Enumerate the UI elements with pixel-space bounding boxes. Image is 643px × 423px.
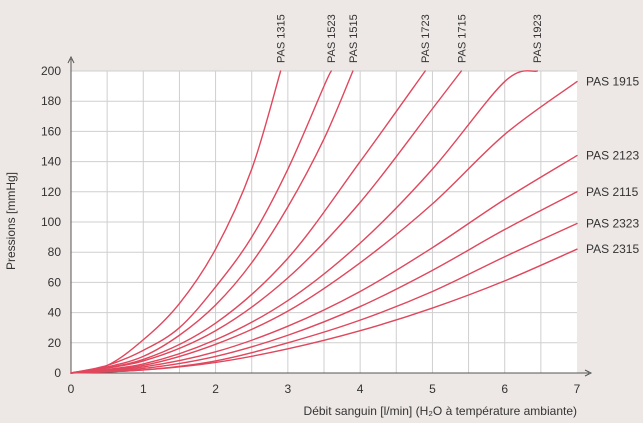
series-lines (70, 70, 578, 374)
series-line-pas-2115 (70, 191, 578, 374)
y-axis-label: Pressions [mmHg] (4, 172, 18, 270)
series-label-pas-1723: PAS 1723 (420, 14, 432, 63)
x-tick-label: 1 (140, 382, 147, 396)
y-tick-label: 20 (48, 336, 62, 350)
grid (71, 70, 577, 373)
series-label-pas-1523: PAS 1523 (326, 14, 338, 63)
series-line-pas-1515 (70, 70, 354, 374)
series-label-pas-2123: PAS 2123 (586, 149, 639, 163)
x-tick-label: 6 (501, 382, 508, 396)
series-line-pas-2123 (70, 154, 578, 374)
series-label-pas-1315: PAS 1315 (276, 14, 288, 63)
x-tick-labels: 0 1 2 3 4 5 6 7 (68, 382, 581, 396)
series-label-pas-1715: PAS 1715 (456, 14, 468, 63)
y-tick-label: 0 (54, 366, 61, 380)
y-tick-labels: 0 20 40 60 80 100 120 140 160 180 200 (41, 64, 61, 380)
y-tick-label: 40 (48, 306, 62, 320)
y-tick-label: 200 (41, 64, 61, 78)
series-line-pas-2315 (70, 248, 578, 374)
x-tick-label: 2 (212, 382, 219, 396)
x-tick-label: 5 (429, 382, 436, 396)
y-tick-label: 160 (41, 124, 61, 138)
series-label-pas-2115: PAS 2115 (586, 185, 639, 199)
series-labels: PAS 1315 PAS 1523 PAS 1515 PAS 1723 PAS 1715… (276, 14, 640, 256)
series-line-pas-1923 (70, 70, 538, 374)
axes (67, 55, 593, 377)
series-label-pas-1923: PAS 1923 (532, 14, 544, 63)
x-tick-label: 3 (285, 382, 292, 396)
y-tick-label: 60 (48, 275, 62, 289)
series-line-pas-1915 (70, 80, 578, 374)
series-label-pas-1915: PAS 1915 (586, 75, 639, 89)
series-line-pas-1723 (70, 70, 426, 374)
series-label-pas-1515: PAS 1515 (348, 14, 360, 63)
series-line-pas-1523 (70, 70, 332, 374)
series-label-pas-2323: PAS 2323 (586, 217, 639, 231)
x-axis-arrow (584, 369, 593, 377)
y-tick-label: 120 (41, 185, 61, 199)
x-axis-label: Débit sanguin [l/min] (H₂O à température… (304, 404, 577, 418)
x-tick-label: 4 (357, 382, 364, 396)
y-tick-label: 180 (41, 94, 61, 108)
x-tick-label: 7 (574, 382, 581, 396)
series-label-pas-2315: PAS 2315 (586, 242, 639, 256)
y-tick-label: 80 (48, 245, 62, 259)
series-line-pas-1715 (70, 70, 463, 374)
y-tick-label: 100 (41, 215, 61, 229)
y-tick-label: 140 (41, 155, 61, 169)
y-axis-arrow (67, 55, 75, 64)
x-tick-label: 0 (68, 382, 75, 396)
